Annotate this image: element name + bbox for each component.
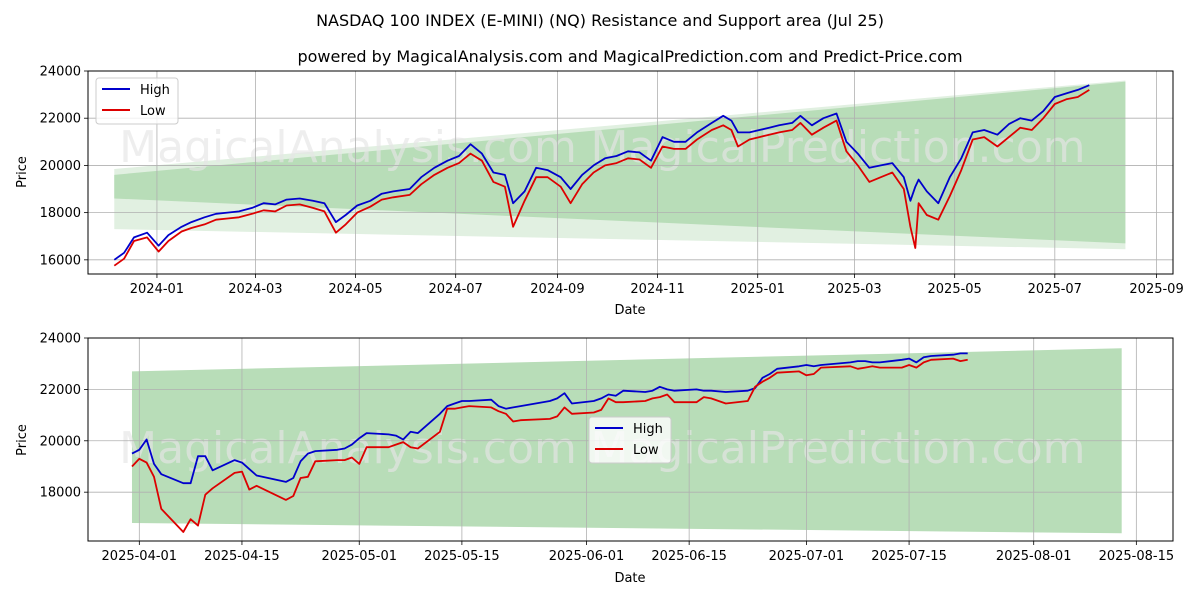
top-y-tick-label: 24000 (40, 65, 81, 80)
top-x-tick-label: 2024-09 (530, 282, 584, 297)
top-legend-low-label: Low (140, 104, 166, 119)
bottom-x-axis-label: Date (614, 571, 645, 586)
bottom-y-tick-label: 24000 (40, 332, 81, 347)
bottom-x-tick-label: 2025-04-01 (102, 549, 178, 564)
bottom-x-tick-label: 2025-07-15 (871, 549, 947, 564)
top-x-tick-label: 2024-03 (228, 282, 282, 297)
bottom-axes-frame (87, 337, 1174, 542)
top-y-tick-label: 22000 (40, 112, 81, 127)
bottom-watermark-analysis: MagicalAnalysis.com (119, 423, 577, 474)
top-legend-high-label: High (140, 83, 170, 98)
top-x-tick-label: 2024-05 (328, 282, 382, 297)
top-x-tick-label: 2025-09 (1129, 282, 1183, 297)
chart-subtitle: powered by MagicalAnalysis.com and Magic… (297, 47, 962, 66)
bottom-y-tick-label: 18000 (40, 486, 81, 501)
top-x-tick-label: 2025-07 (1028, 282, 1082, 297)
top-legend: High Low (95, 77, 179, 125)
top-watermark-analysis: MagicalAnalysis.com (119, 122, 577, 173)
bottom-series-high-line (131, 352, 968, 485)
bottom-x-tick-label: 2025-05-15 (424, 549, 500, 564)
bottom-legend-low-label: Low (633, 443, 659, 458)
top-axes-frame (87, 70, 1174, 275)
top-x-tick-label: 2024-07 (429, 282, 483, 297)
top-y-tick-label: 16000 (40, 253, 81, 268)
bottom-x-tick-label: 2025-06-15 (651, 549, 727, 564)
bottom-y-axis-label: Price (15, 424, 30, 456)
bottom-series-low-line (131, 357, 968, 533)
bottom-x-tick-label: 2025-08-15 (1099, 549, 1175, 564)
bottom-x-tick-label: 2025-07-01 (769, 549, 845, 564)
bottom-y-tick-label: 22000 (40, 383, 81, 398)
top-y-tick-label: 18000 (40, 206, 81, 221)
bottom-x-tick-label: 2025-06-01 (549, 549, 625, 564)
top-series-low-line (113, 89, 1090, 267)
top-x-tick-label: 2025-01 (731, 282, 785, 297)
chart-title: NASDAQ 100 INDEX (E-MINI) (NQ) Resistanc… (316, 11, 884, 30)
bottom-subplot: MagicalAnalysis.com MagicalPrediction.com… (15, 332, 1174, 587)
top-subplot: powered by MagicalAnalysis.com and Magic… (15, 47, 1184, 318)
bottom-y-tick-label: 20000 (40, 434, 81, 449)
top-y-axis-label: Price (15, 156, 30, 188)
top-series-high-line (113, 84, 1090, 261)
bottom-x-tick-label: 2025-08-01 (996, 549, 1072, 564)
bottom-x-tick-label: 2025-04-15 (204, 549, 280, 564)
top-y-tick-label: 20000 (40, 159, 81, 174)
top-x-tick-label: 2024-01 (130, 282, 184, 297)
top-x-tick-label: 2025-03 (827, 282, 881, 297)
bottom-x-tick-label: 2025-05-01 (321, 549, 397, 564)
bottom-watermark-prediction: MagicalPrediction.com (591, 423, 1086, 474)
bottom-legend-high-label: High (633, 422, 663, 437)
top-x-tick-label: 2024-11 (630, 282, 684, 297)
top-x-tick-label: 2025-05 (928, 282, 982, 297)
bottom-legend: High Low (588, 416, 672, 464)
top-x-axis-label: Date (614, 303, 645, 318)
